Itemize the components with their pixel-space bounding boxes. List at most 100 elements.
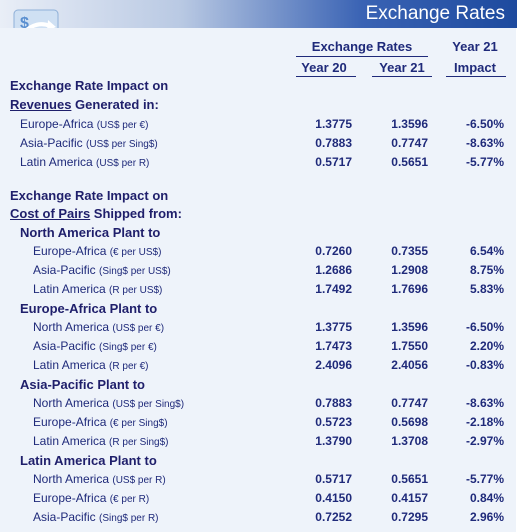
year-a-value: 1.3775: [315, 117, 352, 131]
year-b-value: 0.7295: [391, 510, 428, 524]
costs-section-subtitle: Cost of Pairs Shipped from:: [10, 206, 182, 221]
year-a-value: 1.3790: [315, 434, 352, 448]
year-a-value: 0.5723: [315, 415, 352, 429]
row-label: Latin America (US$ per R): [20, 155, 149, 169]
row-label: Latin America (R per Sing$): [33, 434, 169, 448]
region-name: North America: [33, 472, 110, 486]
row-label: Asia-Pacific (US$ per Sing$): [20, 136, 158, 150]
region-name: North America: [33, 320, 110, 334]
impact-value: -5.77%: [465, 155, 504, 169]
rate-unit: (Sing$ per €): [99, 342, 157, 353]
impact-value: 0.84%: [469, 491, 504, 505]
year-a-value: 1.7492: [315, 282, 352, 296]
region-name: Latin America: [33, 282, 106, 296]
row-label: Europe-Africa (€ per R): [33, 491, 149, 505]
year-a-header: Year 20: [301, 60, 347, 75]
rate-unit: (Sing$ per R): [99, 513, 159, 524]
exchange-rate-panel: Exchange Rates Year 20 Year 21 Year 21 I…: [0, 28, 516, 532]
year-a-rule: [296, 76, 356, 77]
rate-unit: (US$ per R): [112, 475, 166, 486]
row-label: Europe-Africa (€ per US$): [33, 244, 161, 258]
region-name: Asia-Pacific: [33, 339, 96, 353]
rate-unit: (Sing$ per US$): [99, 266, 171, 277]
row-label: Asia-Pacific (Sing$ per €): [33, 339, 157, 353]
plant-subheading: Latin America Plant to: [20, 453, 157, 468]
year-a-value: 1.7473: [315, 339, 352, 353]
rate-unit: (R per €): [109, 361, 149, 372]
svg-text:$: $: [20, 15, 29, 32]
year-b-value: 1.3596: [391, 320, 428, 334]
title-bar: Exchange Rates: [0, 0, 517, 28]
year-b-value: 1.3596: [391, 117, 428, 131]
revenues-section-title: Exchange Rate Impact on: [10, 78, 169, 93]
region-name: Europe-Africa: [20, 117, 94, 131]
costs-section-title: Exchange Rate Impact on: [10, 188, 169, 203]
rate-unit: (US$ per Sing$): [86, 139, 158, 150]
impact-header-bottom: Impact: [454, 60, 496, 75]
year-b-value: 0.5698: [391, 415, 428, 429]
region-name: Latin America: [20, 155, 93, 169]
region-name: Asia-Pacific: [33, 510, 96, 524]
row-label: Europe-Africa (€ per Sing$): [33, 415, 168, 429]
year-b-value: 0.7747: [391, 136, 428, 150]
impact-value: -6.50%: [465, 320, 504, 334]
year-b-header: Year 21: [379, 60, 425, 75]
region-name: Europe-Africa: [33, 244, 107, 258]
impact-rule: [446, 76, 506, 77]
rate-unit: (€ per Sing$): [109, 418, 168, 429]
plant-subheading: North America Plant to: [20, 225, 161, 240]
impact-value: -2.97%: [465, 434, 504, 448]
year-b-value: 2.4056: [391, 358, 428, 372]
row-label: Asia-Pacific (Sing$ per R): [33, 510, 159, 524]
header-rule: [296, 56, 428, 57]
impact-value: 2.96%: [469, 510, 504, 524]
impact-value: -8.63%: [465, 136, 504, 150]
year-b-value: 0.4157: [391, 491, 428, 505]
plant-subheading: Asia-Pacific Plant to: [20, 377, 145, 392]
impact-value: -2.18%: [465, 415, 504, 429]
row-label: Latin America (R per €): [33, 358, 149, 372]
rate-unit: (€ per R): [109, 494, 150, 505]
page-title: Exchange Rates: [365, 3, 505, 24]
exchange-rates-header: Exchange Rates: [311, 39, 413, 54]
row-label: North America (US$ per Sing$): [33, 396, 184, 410]
year-b-rule: [372, 76, 432, 77]
year-a-value: 0.5717: [315, 472, 352, 486]
region-name: Latin America: [33, 358, 106, 372]
row-label: North America (US$ per R): [33, 472, 166, 486]
year-a-value: 0.4150: [315, 491, 352, 505]
year-b-value: 1.7550: [391, 339, 428, 353]
plant-subheading: Europe-Africa Plant to: [20, 301, 158, 316]
year-b-value: 0.5651: [391, 155, 428, 169]
year-b-value: 0.7355: [391, 244, 428, 258]
year-b-value: 0.5651: [391, 472, 428, 486]
year-a-value: 0.7260: [315, 244, 352, 258]
region-name: North America: [33, 396, 110, 410]
year-a-value: 0.5717: [315, 155, 352, 169]
rate-unit: (€ per US$): [109, 247, 162, 258]
region-name: Asia-Pacific: [33, 263, 96, 277]
year-a-value: 0.7252: [315, 510, 352, 524]
year-a-value: 1.2686: [315, 263, 352, 277]
revenues-section-subtitle: Revenues Generated in:: [10, 97, 159, 112]
region-name: Europe-Africa: [33, 415, 107, 429]
row-label: North America (US$ per €): [33, 320, 164, 334]
rate-unit: (US$ per R): [96, 158, 150, 169]
rate-unit: (US$ per €): [96, 120, 149, 131]
row-label: Asia-Pacific (Sing$ per US$): [33, 263, 171, 277]
region-name: Europe-Africa: [33, 491, 107, 505]
rate-unit: (US$ per Sing$): [112, 399, 185, 410]
impact-value: 6.54%: [469, 244, 504, 258]
region-name: Latin America: [33, 434, 106, 448]
impact-value: -6.50%: [465, 117, 504, 131]
rate-unit: (R per US$): [109, 285, 163, 296]
year-b-value: 1.7696: [391, 282, 428, 296]
row-label: Latin America (R per US$): [33, 282, 162, 296]
year-a-value: 0.7883: [315, 136, 352, 150]
impact-header-top: Year 21: [452, 39, 498, 54]
impact-value: 8.75%: [469, 263, 504, 277]
impact-value: 5.83%: [469, 282, 504, 296]
rate-unit: (US$ per €): [112, 323, 165, 334]
impact-value: -8.63%: [465, 396, 504, 410]
row-label: Europe-Africa (US$ per €): [20, 117, 148, 131]
